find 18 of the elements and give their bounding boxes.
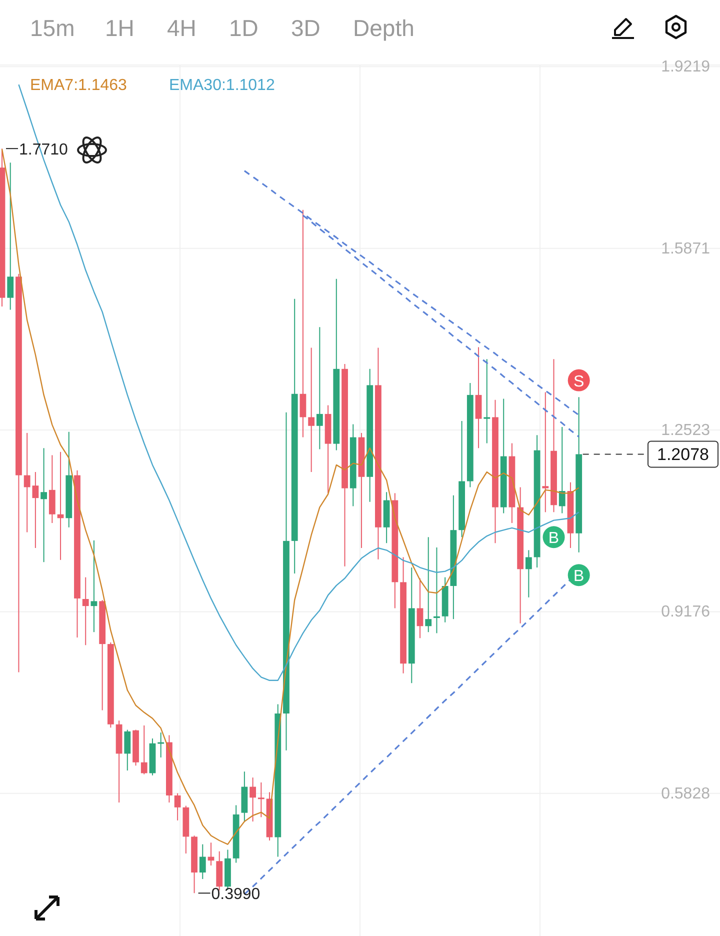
y-tick-label: 0.9176 [661,604,710,621]
text: Depth [353,15,414,41]
text: 1H [105,15,134,41]
text: EMA7:1.1463 [30,77,128,94]
data-label: B [548,530,560,548]
text: 1D [229,15,258,41]
text: 15m [30,15,75,41]
data-label: S [574,373,584,390]
text: 3D [291,15,320,41]
y-tick-label: 1.9219 [661,58,710,76]
annotation: 0.3990 [211,886,260,904]
y-tick-label: 0.5828 [661,785,710,802]
ref-line-label: 1.2078 [657,445,709,464]
text: 4H [167,15,196,41]
y-tick-label: 1.5871 [661,240,710,258]
text: EMA30:1.1012 [169,77,275,94]
y-tick-label: 1.2523 [661,422,710,440]
data-label: B [574,568,584,586]
